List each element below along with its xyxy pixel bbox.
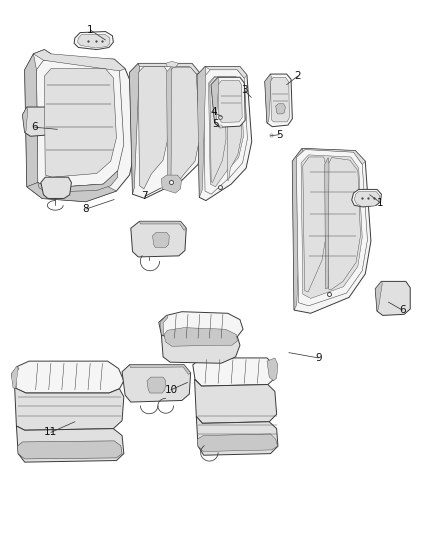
Polygon shape (292, 149, 371, 313)
Polygon shape (194, 379, 277, 423)
Polygon shape (196, 416, 278, 455)
Polygon shape (38, 171, 118, 192)
Polygon shape (161, 175, 181, 193)
Polygon shape (375, 281, 410, 316)
Text: 5: 5 (212, 119, 219, 129)
Polygon shape (138, 67, 168, 189)
Text: 9: 9 (315, 353, 322, 363)
Polygon shape (74, 31, 113, 50)
Polygon shape (210, 77, 226, 182)
Polygon shape (11, 367, 18, 389)
Polygon shape (130, 365, 191, 374)
Polygon shape (36, 60, 124, 188)
Polygon shape (14, 387, 124, 430)
Polygon shape (17, 441, 122, 459)
Polygon shape (152, 232, 169, 247)
Polygon shape (25, 54, 38, 187)
Text: 3: 3 (241, 85, 247, 95)
Polygon shape (271, 77, 289, 122)
Polygon shape (276, 104, 286, 114)
Text: 6: 6 (32, 122, 38, 132)
Polygon shape (130, 63, 140, 194)
Polygon shape (12, 367, 19, 387)
Polygon shape (193, 358, 275, 386)
Polygon shape (211, 77, 219, 123)
Polygon shape (227, 77, 242, 180)
Polygon shape (12, 361, 124, 393)
Polygon shape (203, 70, 247, 194)
Polygon shape (267, 358, 278, 381)
Text: 7: 7 (141, 191, 148, 201)
Text: 2: 2 (294, 71, 301, 81)
Polygon shape (303, 157, 326, 292)
Text: 8: 8 (82, 204, 89, 214)
Polygon shape (352, 189, 381, 207)
Text: 11: 11 (44, 427, 57, 438)
Polygon shape (25, 50, 135, 201)
Polygon shape (265, 74, 292, 127)
Polygon shape (22, 107, 28, 133)
Text: 4: 4 (210, 107, 217, 117)
Polygon shape (164, 328, 237, 346)
Polygon shape (166, 67, 172, 181)
Polygon shape (327, 158, 360, 290)
Polygon shape (375, 281, 382, 311)
Polygon shape (33, 50, 125, 71)
Polygon shape (197, 67, 206, 197)
Polygon shape (138, 63, 199, 74)
Polygon shape (130, 63, 204, 198)
Polygon shape (208, 76, 244, 187)
Polygon shape (325, 158, 329, 289)
Polygon shape (354, 191, 380, 206)
Text: 1: 1 (377, 198, 384, 208)
Text: 1: 1 (87, 25, 93, 35)
Polygon shape (159, 312, 243, 341)
Text: 5: 5 (276, 130, 283, 140)
Polygon shape (78, 34, 110, 48)
Polygon shape (22, 107, 58, 136)
Text: 6: 6 (399, 305, 406, 315)
Polygon shape (41, 177, 71, 198)
Polygon shape (16, 426, 124, 462)
Polygon shape (166, 61, 179, 67)
Polygon shape (44, 69, 117, 177)
Polygon shape (122, 365, 191, 402)
Polygon shape (197, 434, 278, 451)
Polygon shape (197, 67, 252, 200)
Polygon shape (131, 221, 186, 257)
Polygon shape (27, 182, 117, 201)
Polygon shape (205, 67, 247, 78)
Polygon shape (301, 155, 362, 298)
Polygon shape (211, 77, 245, 127)
Polygon shape (140, 221, 186, 230)
Polygon shape (161, 335, 240, 364)
Polygon shape (169, 67, 200, 187)
Polygon shape (160, 316, 168, 336)
Polygon shape (296, 150, 367, 306)
Polygon shape (302, 149, 365, 165)
Polygon shape (218, 80, 242, 123)
Polygon shape (292, 149, 304, 310)
Text: 10: 10 (164, 385, 177, 395)
Polygon shape (147, 377, 166, 393)
Polygon shape (265, 74, 272, 123)
